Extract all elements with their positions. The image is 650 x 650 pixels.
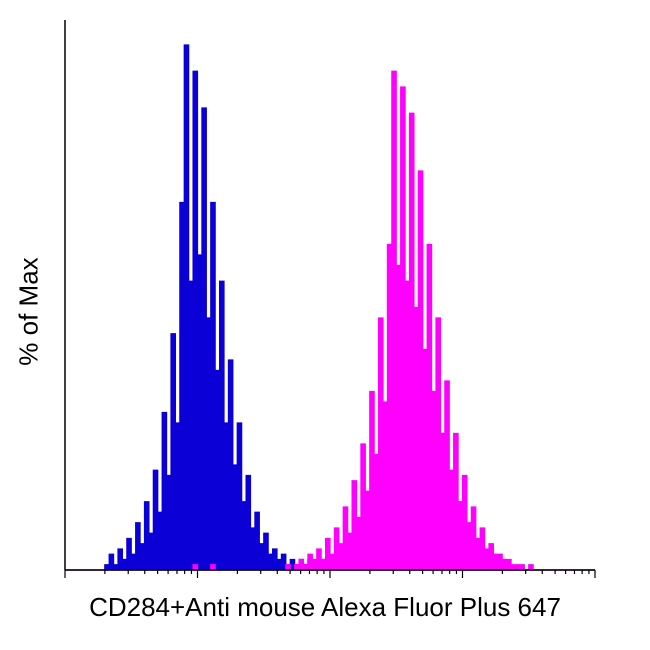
x-axis-label: CD284+Anti mouse Alexa Fluor Plus 647 xyxy=(89,592,561,622)
magenta-histogram-series xyxy=(65,70,595,571)
x-axis-ticks xyxy=(64,570,596,578)
blue-histogram-series xyxy=(65,44,595,571)
